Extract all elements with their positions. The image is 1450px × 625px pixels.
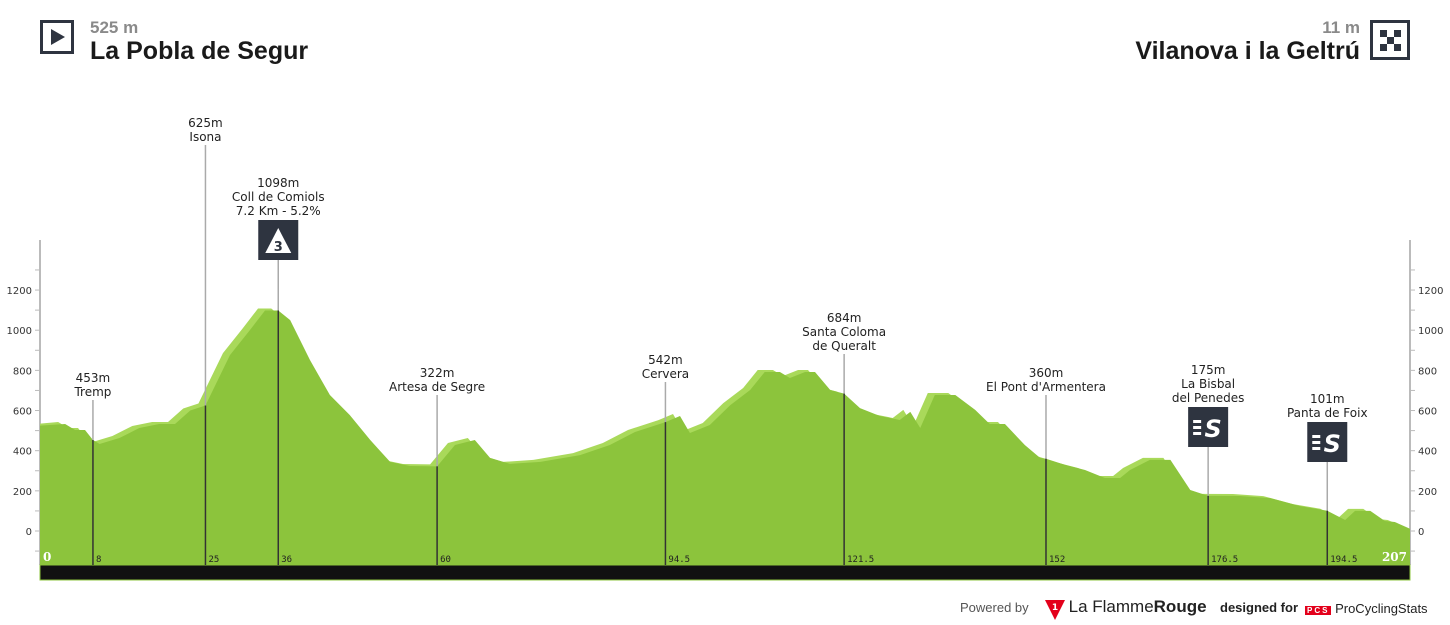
sprint-stripe <box>1312 441 1321 444</box>
km-start-label: 0 <box>43 550 51 564</box>
km-end-label: 207 <box>1382 550 1407 564</box>
y-tick-label-left: 1000 <box>7 326 32 337</box>
sprint-stripe <box>1312 447 1321 450</box>
marker-name: Panta de Foix <box>1287 406 1368 420</box>
pcs-logo: PCS ProCyclingStats <box>1305 601 1428 616</box>
sprint-label: S <box>1204 415 1221 443</box>
designed-for-text: designed for <box>1220 600 1299 615</box>
y-tick-label-left: 800 <box>13 366 32 377</box>
start-elevation: 525 m <box>90 18 139 37</box>
marker-name: Artesa de Segre <box>389 380 485 394</box>
marker-name: Coll de Comiols <box>232 190 325 204</box>
climb-category-label: 3 <box>274 240 283 255</box>
y-tick-label-right: 800 <box>1418 366 1437 377</box>
marker-name: Isona <box>189 130 221 144</box>
y-tick-label-left: 400 <box>13 447 32 458</box>
y-tick-label-right: 0 <box>1418 527 1424 538</box>
marker-km-label: 36 <box>281 555 292 565</box>
marker-elevation: 1098m <box>257 176 299 190</box>
marker-name: de Queralt <box>812 339 876 353</box>
y-tick-label-right: 600 <box>1418 407 1437 418</box>
marker-name: Tremp <box>73 385 111 399</box>
marker-km-label: 176.5 <box>1211 555 1238 565</box>
play-icon <box>40 20 74 54</box>
start-info: 525 m La Pobla de Segur <box>90 18 309 66</box>
climb-triangle-icon <box>265 228 292 253</box>
marker-name: del Penedes <box>1172 391 1245 405</box>
profile-area <box>40 310 1410 565</box>
sprint-stripe <box>1193 426 1202 429</box>
marker-km-label: 152 <box>1049 555 1065 565</box>
marker-elevation: 322m <box>420 366 455 380</box>
marker-elevation: 453m <box>76 371 111 385</box>
marker-elevation: 625m <box>188 116 223 130</box>
finish-name: Vilanova i la Geltrú <box>1135 37 1360 65</box>
y-tick-label-left: 200 <box>13 487 32 498</box>
marker-elevation: 360m <box>1029 366 1064 380</box>
sprint-stripe <box>1193 420 1202 423</box>
sprint-label: S <box>1324 430 1341 458</box>
marker-elevation: 175m <box>1191 363 1226 377</box>
km-band <box>39 564 1411 581</box>
sprint-stripe <box>1312 435 1321 438</box>
marker-km-label: 121.5 <box>847 555 874 565</box>
marker-name: 7.2 Km - 5.2% <box>236 204 321 218</box>
marker-name: La Bisbal <box>1181 377 1235 391</box>
marker-elevation: 101m <box>1310 392 1345 406</box>
finish-elevation: 11 m <box>1322 18 1360 37</box>
marker-name: Santa Coloma <box>802 325 886 339</box>
start-name: La Pobla de Segur <box>90 37 309 65</box>
svg-text:1: 1 <box>1052 603 1058 613</box>
marker-km-label: 25 <box>208 555 219 565</box>
checkered-flag-icon <box>1370 20 1410 60</box>
marker-km-label: 60 <box>440 555 451 565</box>
la-flamme-rouge-logo: 1 La FlammeRouge <box>1045 597 1207 620</box>
sprint-stripe <box>1193 432 1202 435</box>
marker-elevation: 684m <box>827 311 862 325</box>
y-tick-label-right: 200 <box>1418 487 1437 498</box>
y-tick-label-right: 1200 <box>1418 286 1443 297</box>
y-tick-label-right: 1000 <box>1418 326 1443 337</box>
marker-km-label: 194.5 <box>1330 555 1357 565</box>
marker-name: El Pont d'Armentera <box>986 380 1106 394</box>
marker-km-label: 8 <box>96 555 101 565</box>
marker-km-label: 94.5 <box>668 555 690 565</box>
finish-info: 11 m Vilanova i la Geltrú <box>1135 18 1360 66</box>
powered-by-text: Powered by <box>960 600 1029 615</box>
marker-elevation: 542m <box>648 353 683 367</box>
marker-name: Cervera <box>642 367 689 381</box>
y-tick-label-left: 0 <box>26 527 32 538</box>
y-tick-label-right: 400 <box>1418 447 1437 458</box>
y-tick-label-left: 600 <box>13 407 32 418</box>
y-tick-label-left: 1200 <box>7 286 32 297</box>
